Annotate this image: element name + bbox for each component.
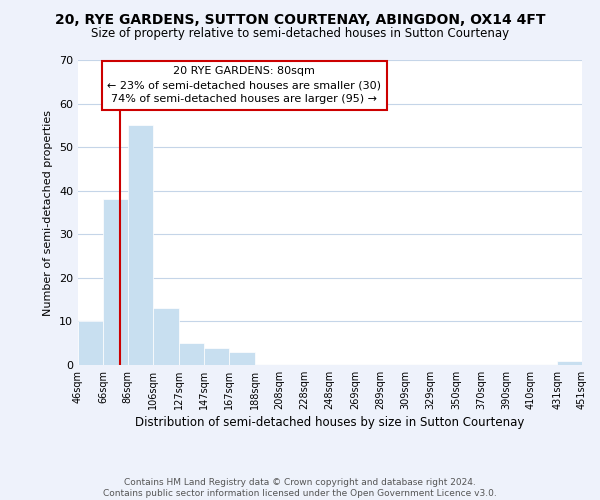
Text: 20, RYE GARDENS, SUTTON COURTENAY, ABINGDON, OX14 4FT: 20, RYE GARDENS, SUTTON COURTENAY, ABING… [55,12,545,26]
Bar [128,126,152,365]
Bar [103,200,128,365]
Text: Contains HM Land Registry data © Crown copyright and database right 2024.
Contai: Contains HM Land Registry data © Crown c… [103,478,497,498]
Bar [152,308,179,365]
Bar [557,360,582,365]
Bar [78,322,103,365]
Text: 20 RYE GARDENS: 80sqm
← 23% of semi-detached houses are smaller (30)
74% of semi: 20 RYE GARDENS: 80sqm ← 23% of semi-deta… [107,66,382,104]
Bar [203,348,229,365]
Bar [179,343,203,365]
Text: Size of property relative to semi-detached houses in Sutton Courtenay: Size of property relative to semi-detach… [91,28,509,40]
Bar [229,352,255,365]
X-axis label: Distribution of semi-detached houses by size in Sutton Courtenay: Distribution of semi-detached houses by … [136,416,524,429]
Y-axis label: Number of semi-detached properties: Number of semi-detached properties [43,110,53,316]
